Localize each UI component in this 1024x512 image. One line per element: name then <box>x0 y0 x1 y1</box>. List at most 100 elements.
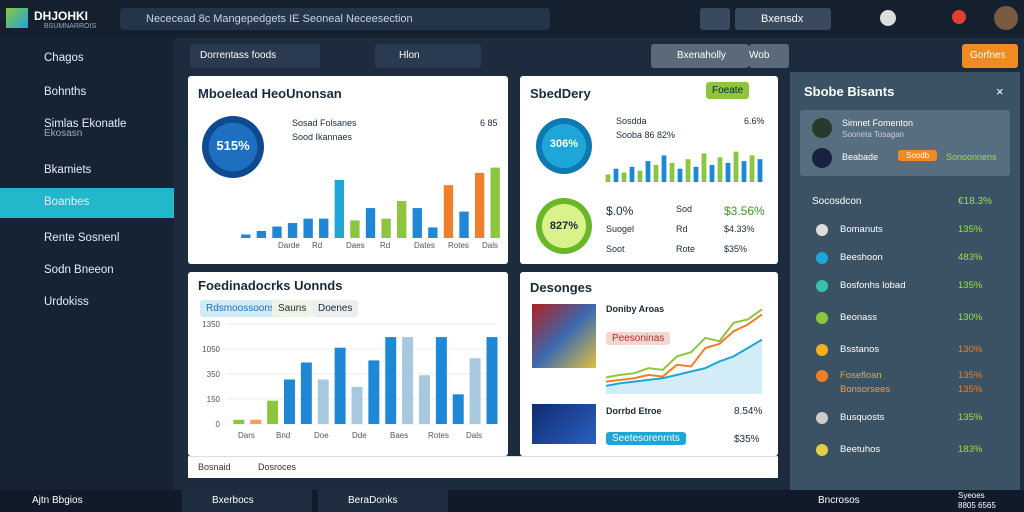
nav-item[interactable]: Simlas Ekonatle <box>44 118 127 130</box>
thumbnail <box>532 404 596 444</box>
row-name: Bonsorsees <box>840 384 891 395</box>
bar <box>653 164 659 182</box>
legend-item: Sosdda <box>616 116 647 126</box>
row-value: 130% <box>958 344 983 355</box>
list-value: €18.3% <box>958 196 992 207</box>
y-tick-label: 350 <box>207 370 221 379</box>
legend-item: Rdsmoossoons <box>200 300 281 317</box>
row-name: Beeshoon <box>840 252 883 263</box>
bar <box>637 170 643 182</box>
bar <box>381 218 391 238</box>
stat-text: $35% <box>724 244 748 254</box>
start[interactable]: Ajtn Bbgios <box>32 495 83 506</box>
stat-text: $4.33% <box>724 224 755 234</box>
row-value: 130% <box>958 312 983 323</box>
panel-title: Mboelead HeoUnonsan <box>198 86 342 101</box>
row-value: 183% <box>958 444 983 455</box>
bar <box>469 358 481 424</box>
bar <box>749 155 755 182</box>
y-tick-label: 1350 <box>202 320 220 329</box>
thumbnail <box>532 304 596 368</box>
bar <box>661 155 667 182</box>
donut-label: 306% <box>549 138 579 150</box>
field[interactable]: Hlon <box>375 44 481 68</box>
footer-text: Bosnaid <box>198 462 231 472</box>
row-name: Beetuhos <box>840 444 881 455</box>
bar <box>717 157 723 182</box>
line <box>605 313 763 383</box>
nav-item[interactable]: Boanbes <box>0 188 174 218</box>
donut <box>536 118 592 174</box>
task-app[interactable]: Bxerbocs <box>182 490 312 512</box>
x-tick-label: Rd <box>380 241 390 250</box>
bar <box>725 163 731 182</box>
top-button[interactable]: Bxensdx <box>735 8 831 30</box>
line-chart <box>605 308 763 394</box>
nav-item[interactable]: Sodn Bneeon <box>44 264 114 276</box>
icon[interactable] <box>952 10 966 24</box>
y-tick-label: 1050 <box>202 345 220 354</box>
bar <box>490 167 500 238</box>
line <box>605 308 763 379</box>
row-icon <box>816 224 828 236</box>
nav-item[interactable]: Chagos <box>44 52 84 64</box>
tag: Soodb <box>898 150 938 161</box>
tag: Seetesorenrnts <box>606 432 686 445</box>
x-tick-label: Baes <box>390 431 408 440</box>
row-icon <box>816 444 828 456</box>
x-tick-label: Rotes <box>428 431 449 440</box>
task-app[interactable]: BeraDonks <box>318 490 448 512</box>
list-row: Fosefloan 135% <box>800 368 1010 388</box>
avatar[interactable] <box>994 6 1018 30</box>
panel-title: SbedDery <box>530 86 591 101</box>
item-title: Doniby Aroas <box>606 304 665 314</box>
list-row: Bomanuts 135% <box>800 222 1010 242</box>
search-button[interactable] <box>700 8 730 30</box>
donut-label: 515% <box>216 138 250 153</box>
y-tick-label: 0 <box>216 420 221 429</box>
bar <box>613 168 619 182</box>
nav-item[interactable]: Rente Sosnenl <box>44 232 120 244</box>
bar <box>621 172 627 182</box>
row-value: 135% <box>958 224 983 235</box>
bar <box>412 208 422 238</box>
close-button[interactable]: × <box>996 84 1004 99</box>
select[interactable]: Wob <box>749 44 789 68</box>
bar <box>629 166 635 182</box>
right-panel: Sbobe Bisants × Simnet Fomenton Sooneta … <box>790 72 1020 490</box>
bar <box>351 386 363 424</box>
x-tick-label: Dates <box>414 241 435 250</box>
nav-item[interactable]: Urdokiss <box>44 296 89 308</box>
logo-icon <box>6 8 28 28</box>
donut <box>202 116 264 178</box>
nav-item[interactable]: Bohnths <box>44 86 87 98</box>
stat-text: Suogel <box>606 224 635 234</box>
user-name: Simnet Fomenton <box>842 118 914 128</box>
search-bar[interactable]: Nececead 8c Mangepedgets IE Seoneal Nece… <box>120 8 550 30</box>
panel: Foedinadocrks Uonnds Rdsmoossoons Sauns … <box>188 272 508 456</box>
date: 8805 6565 <box>958 501 996 510</box>
user-name: Beabade <box>842 152 879 162</box>
panel-title: Sbobe Bisants <box>804 84 895 99</box>
row-value: 483% <box>958 252 983 263</box>
bar <box>300 362 312 424</box>
dropdown[interactable]: Dorrentass foods <box>190 44 320 68</box>
bar <box>385 337 397 424</box>
select[interactable]: Bxenaholly <box>651 44 749 68</box>
button[interactable]: Foeate <box>706 82 750 99</box>
x-tick-label: Bnd <box>276 431 290 440</box>
stat-text: Sod <box>676 204 693 214</box>
action-button[interactable]: Gorfnes <box>962 44 1018 68</box>
icon[interactable] <box>880 10 896 26</box>
list-row: Beeshoon 483% <box>800 250 1010 270</box>
list-row: Bonsorsees 135% <box>800 382 1010 402</box>
bar <box>435 337 447 424</box>
bar <box>365 208 376 238</box>
bar <box>267 400 279 424</box>
bar <box>350 220 360 238</box>
row-name: Fosefloan <box>840 370 882 381</box>
logo-sub: BSUMNARROIS <box>44 23 97 30</box>
row-value: 135% <box>958 280 983 291</box>
nav-item[interactable]: Bkamiets <box>44 164 92 176</box>
bar <box>256 230 267 238</box>
